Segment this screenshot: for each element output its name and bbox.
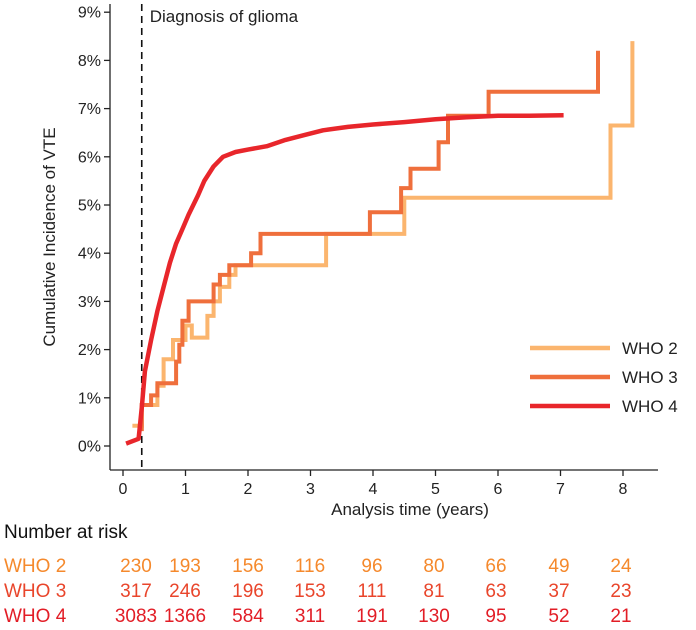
risk-value: 311 bbox=[294, 606, 326, 627]
legend-label-who-4: WHO 4 bbox=[622, 397, 678, 416]
x-tick-label: 7 bbox=[556, 481, 565, 498]
y-tick-label: 5% bbox=[78, 198, 101, 215]
risk-value: 66 bbox=[485, 556, 507, 577]
risk-value: 96 bbox=[361, 556, 383, 577]
risk-value: 52 bbox=[548, 606, 570, 627]
risk-row-who-4: WHO 4 3083 1366 584 311 191 130 95 52 21 bbox=[0, 606, 696, 630]
series-line-who-2 bbox=[132, 41, 635, 428]
y-tick-label: 1% bbox=[78, 390, 101, 407]
x-tick-label: 6 bbox=[494, 481, 503, 498]
risk-value: 193 bbox=[169, 556, 201, 577]
risk-value: 246 bbox=[169, 581, 201, 602]
risk-row-label: WHO 3 bbox=[4, 581, 67, 602]
risk-value: 230 bbox=[120, 556, 152, 577]
y-tick-label: 6% bbox=[78, 149, 101, 166]
risk-row-who-3: WHO 3 317 246 196 153 111 81 63 37 23 bbox=[0, 581, 696, 605]
y-tick-label: 2% bbox=[78, 342, 101, 359]
risk-value: 116 bbox=[294, 556, 326, 577]
plot-area: 0% 1% 2% 3% 4% 5% 6% 7% 8% 9% 0 1 2 3 4 5 6 7 8 Analysis ti… bbox=[40, 4, 678, 519]
y-tick-label: 0% bbox=[78, 439, 101, 456]
series-line-who-3 bbox=[139, 50, 600, 432]
risk-table-title: Number at risk bbox=[4, 522, 128, 543]
risk-value: 80 bbox=[423, 556, 445, 577]
x-tick-label: 0 bbox=[119, 481, 128, 498]
x-tick-label: 5 bbox=[431, 481, 440, 498]
risk-value: 153 bbox=[294, 581, 326, 602]
risk-value: 130 bbox=[418, 606, 450, 627]
x-tick-label: 1 bbox=[181, 481, 190, 498]
risk-value: 111 bbox=[357, 581, 387, 602]
risk-row-who-2: WHO 2 230 193 156 116 96 80 66 49 24 bbox=[0, 556, 696, 580]
risk-value: 21 bbox=[610, 606, 632, 627]
y-tick-label: 8% bbox=[78, 53, 101, 70]
x-tick-label: 2 bbox=[244, 481, 253, 498]
risk-value: 191 bbox=[356, 606, 388, 627]
x-tick-label: 8 bbox=[619, 481, 628, 498]
y-tick-label: 7% bbox=[78, 101, 101, 118]
risk-value: 1366 bbox=[163, 606, 207, 627]
y-axis-title: Cumulative Incidence of VTE bbox=[40, 127, 59, 346]
diagnosis-annotation: Diagnosis of glioma bbox=[150, 7, 299, 26]
risk-value: 81 bbox=[423, 581, 445, 602]
y-tick-label: 9% bbox=[78, 5, 101, 22]
y-tick-label: 3% bbox=[78, 294, 101, 311]
number-at-risk-table: Number at risk WHO 2 230 193 156 116 96 80 66 49… bbox=[0, 522, 696, 627]
legend-label-who-2: WHO 2 bbox=[622, 339, 678, 358]
x-axis-title: Analysis time (years) bbox=[331, 500, 489, 519]
risk-value: 196 bbox=[232, 581, 264, 602]
risk-value: 3083 bbox=[114, 606, 158, 627]
cumulative-incidence-chart: 0% 1% 2% 3% 4% 5% 6% 7% 8% 9% 0 1 2 3 4 5 6 7 8 Analysis ti… bbox=[40, 4, 678, 519]
risk-row-label: WHO 4 bbox=[4, 606, 67, 627]
x-tick-label: 4 bbox=[369, 481, 378, 498]
risk-value: 63 bbox=[485, 581, 507, 602]
risk-value: 156 bbox=[232, 556, 264, 577]
x-tick-label: 3 bbox=[306, 481, 315, 498]
risk-value: 49 bbox=[548, 556, 570, 577]
legend-label-who-3: WHO 3 bbox=[622, 368, 678, 387]
risk-value: 95 bbox=[485, 606, 507, 627]
risk-value: 584 bbox=[232, 606, 264, 627]
risk-value: 24 bbox=[610, 556, 632, 577]
risk-value: 23 bbox=[610, 581, 632, 602]
y-tick-label: 4% bbox=[78, 246, 101, 263]
series-line-who-4 bbox=[125, 113, 564, 446]
risk-value: 37 bbox=[548, 581, 570, 602]
risk-value: 317 bbox=[120, 581, 152, 602]
risk-row-label: WHO 2 bbox=[4, 556, 67, 577]
